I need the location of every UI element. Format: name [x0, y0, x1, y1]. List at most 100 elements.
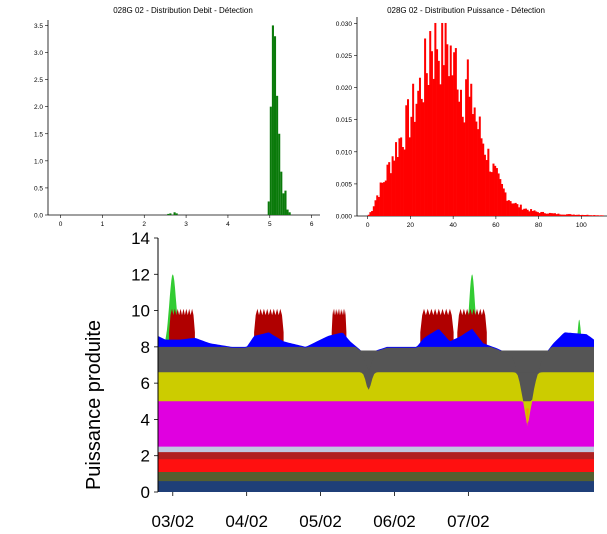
puissance-bar — [487, 148, 490, 216]
puissance-bar — [574, 214, 577, 216]
puissance-bar — [485, 160, 488, 216]
debit-x-tick-label: 3 — [184, 221, 188, 228]
puissance-y-tick-label: 0.030 — [336, 21, 353, 28]
puissance-bar — [396, 157, 399, 216]
puissance-bar — [524, 208, 527, 216]
puissance-bar — [374, 200, 377, 216]
debit-bar — [273, 36, 277, 215]
puissance-bar — [475, 121, 478, 216]
debit-y-tick-label: 1.5 — [34, 131, 43, 138]
puissance-bar — [449, 45, 452, 217]
puissance-bar — [518, 207, 521, 216]
puissance-bar — [436, 49, 439, 217]
puissance-bar — [586, 214, 589, 216]
debit-x-tick-label: 4 — [226, 221, 230, 228]
puissance-bar — [555, 214, 558, 216]
puissance-bar — [391, 156, 394, 216]
debit-bar — [175, 213, 178, 215]
puissance-x-tick-label: 100 — [576, 222, 587, 229]
debit-bar — [169, 213, 172, 215]
puissance-bar — [502, 188, 505, 216]
puissance-bar — [536, 212, 539, 216]
debit-histogram: 028G 02 - Distribution Debit - Détection… — [34, 6, 320, 228]
puissance-bar — [526, 209, 529, 216]
orange-dip-tip — [526, 408, 529, 427]
debit-bar — [167, 213, 170, 215]
puissance-bar — [437, 60, 440, 216]
puissance-bar — [581, 214, 584, 216]
puissance-bar — [507, 200, 510, 216]
puissance-bar — [482, 143, 485, 216]
puissance-bar — [393, 160, 396, 216]
puissance-bar — [596, 215, 599, 216]
puissance-bar — [427, 85, 430, 216]
puissance-bar — [577, 214, 580, 216]
debit-x-tick-label: 0 — [59, 221, 63, 228]
puissance-x-tick-label: 60 — [492, 222, 500, 229]
area-x-tick-label: 03/02 — [152, 512, 195, 531]
puissance-bar — [531, 210, 534, 216]
puissance-histogram: 028G 02 - Distribution Puissance - Détec… — [325, 5, 607, 235]
puissance-bar — [569, 214, 572, 216]
puissance-bar — [376, 195, 379, 216]
debit-bar — [286, 209, 289, 215]
puissance-bar — [583, 214, 586, 216]
puissance-bar — [386, 164, 389, 216]
puissance-bar — [494, 165, 497, 216]
puissance-bar — [379, 182, 382, 216]
puissance-bar — [548, 212, 551, 216]
debit-y-tick-label: 1.0 — [34, 158, 43, 165]
puissance-bar — [461, 116, 464, 216]
puissance-bar — [383, 182, 386, 216]
debit-bar — [278, 133, 281, 215]
puissance-bar — [480, 138, 483, 216]
puissance-x-tick-label: 80 — [535, 222, 543, 229]
puissance-bar — [490, 172, 493, 216]
debit-y-tick-label: 0.5 — [34, 185, 43, 192]
puissance-bar — [367, 214, 370, 216]
puissance-bar — [430, 51, 433, 217]
puissance-bar — [384, 180, 387, 216]
puissance-bar — [395, 142, 398, 216]
puissance-bar — [499, 179, 502, 216]
puissance-bar — [456, 89, 459, 216]
puissance-bar — [600, 215, 603, 216]
puissance-bar — [473, 107, 476, 216]
puissance-bar — [448, 76, 451, 217]
area-y-tick-label: 14 — [131, 229, 150, 248]
puissance-bar — [372, 206, 375, 216]
debit-bar — [173, 212, 176, 215]
puissance-bar — [565, 214, 568, 216]
debit-bar — [288, 212, 291, 215]
puissance-bar — [598, 215, 601, 216]
puissance-bar — [408, 137, 411, 216]
puissance-bar — [512, 203, 515, 216]
puissance-bar — [495, 168, 498, 216]
puissance-x-tick-label: 0 — [366, 222, 370, 229]
area-x-tick-label: 05/02 — [299, 512, 342, 531]
puissance-bar — [523, 208, 526, 216]
puissance-bar — [413, 121, 416, 216]
puissance-bar — [521, 209, 524, 216]
puissance-bar — [401, 147, 404, 216]
puissance-y-tick-label: 0.000 — [336, 214, 353, 221]
puissance-bar — [422, 102, 425, 216]
puissance-bar — [588, 215, 591, 216]
puissance-bar — [407, 99, 410, 216]
debit-chart-title: 028G 02 - Distribution Debit - Détection — [113, 6, 253, 15]
puissance-produite-y-label: Puissance produite — [83, 320, 105, 490]
puissance-bar — [465, 79, 468, 216]
area-y-tick-label: 6 — [141, 374, 150, 393]
puissance-bar — [519, 204, 522, 216]
puissance-bar — [400, 137, 403, 216]
area-y-tick-label: 10 — [131, 302, 150, 321]
puissance-bar — [418, 77, 421, 216]
puissance-bar — [593, 215, 596, 216]
puissance-chart-title: 028G 02 - Distribution Puissance - Détec… — [387, 6, 545, 15]
puissance-bar — [497, 173, 500, 216]
puissance-x-tick-label: 40 — [450, 222, 458, 229]
puissance-bar — [601, 215, 604, 216]
stacked-production-layer — [158, 481, 594, 492]
puissance-bar — [514, 202, 517, 216]
puissance-bar — [453, 52, 456, 216]
